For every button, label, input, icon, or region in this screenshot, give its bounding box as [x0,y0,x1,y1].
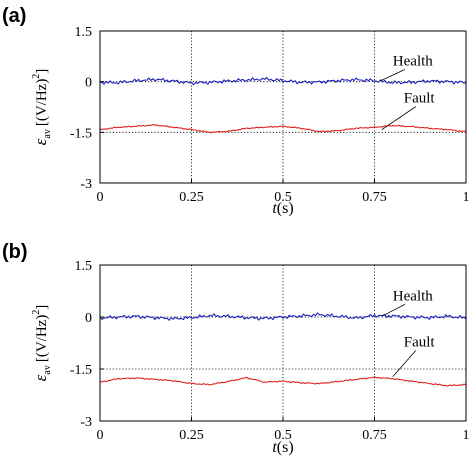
x-axis-label: t(s) [272,439,293,456]
x-tick-label: 0.5 [274,190,292,205]
y-tick-label: -1.5 [70,363,92,378]
fault-annotation: Fault [404,91,436,107]
panel-label: (a) [2,5,26,27]
x-tick-label: 0.25 [179,428,204,443]
x-tick-label: 0.75 [362,428,387,443]
panel-label: (b) [2,241,28,263]
x-tick-label: 0 [97,190,104,205]
x-tick-label: 0.75 [362,190,387,205]
y-tick-label: -1.5 [70,126,92,141]
health-annotation: Health [393,53,433,69]
health-annotation: Health [393,288,433,304]
y-axis-label-text: εav[(V/Hz)2] [31,305,53,382]
y-tick-label: 1.5 [75,259,93,274]
x-tick-label: 0 [97,428,104,443]
y-tick-label: -3 [80,177,92,192]
y-tick-label: -3 [80,415,92,430]
y-axis-label-text: εav[(V/Hz)2] [31,69,53,146]
x-tick-label: 0.5 [274,428,292,443]
health-series-line [99,312,467,321]
annotation-leader-line [381,304,405,317]
fault-series-line [99,376,467,387]
x-tick-label: 1 [463,190,470,205]
x-axis-label: t(s) [272,200,293,217]
annotation-leader-line [392,350,417,377]
y-tick-label: 0 [85,76,92,91]
annotation-leader-line [379,69,405,82]
y-axis-label: εav[(V/Hz)2] [31,305,53,382]
y-axis-label: εav[(V/Hz)2] [31,69,53,146]
health-series-line [99,76,467,86]
chart-panel-a: 0 0.25 0.5 0.75 1 1.5 0 -1.5 -3 Health Fault (a) t(s… [2,5,470,217]
x-tick-label: 0.25 [179,190,204,205]
fault-series-line [99,123,467,134]
x-tick-label: 1 [463,428,470,443]
y-tick-label: 1.5 [75,25,93,40]
chart-panel-b: 0 0.25 0.5 0.75 1 1.5 0 -1.5 -3 Health Fault (b) t(s… [2,241,470,456]
fault-annotation: Fault [404,334,436,350]
y-tick-label: 0 [85,311,92,326]
annotation-leader-line [381,106,417,130]
